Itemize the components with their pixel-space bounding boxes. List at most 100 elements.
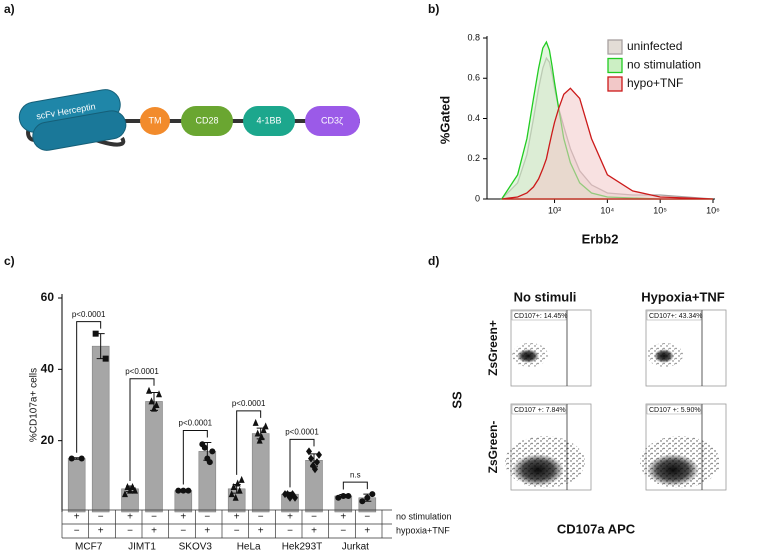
row-header: ZsGreen+ <box>486 320 500 376</box>
y-axis-label: SS <box>449 391 464 409</box>
data-point <box>146 386 152 394</box>
data-point <box>151 404 157 412</box>
histogram-area <box>501 87 714 200</box>
y-tick-label: 0.8 <box>467 32 480 42</box>
condition-mark: − <box>180 526 186 537</box>
legend-label: no stimulation <box>627 58 701 72</box>
condition-mark: − <box>311 512 317 523</box>
group-label: MCF7 <box>75 542 103 551</box>
condition-mark: + <box>234 512 240 523</box>
data-point <box>209 448 216 455</box>
data-point <box>260 425 267 433</box>
data-point <box>206 459 213 466</box>
y-tick-label: 0.2 <box>467 153 480 163</box>
data-point <box>314 458 320 467</box>
data-point <box>256 436 263 444</box>
panel-label: a) <box>4 2 15 16</box>
condition-mark: + <box>151 526 157 537</box>
data-point <box>234 479 241 487</box>
condition-mark: − <box>287 526 293 537</box>
y-tick-label: 60 <box>41 290 55 304</box>
group-label: Hek293T <box>282 542 323 551</box>
y-axis-label: %CD107a+ cells <box>29 368 40 442</box>
data-point <box>306 447 312 456</box>
row-header: ZsGreen- <box>486 421 500 474</box>
condition-mark: + <box>340 512 346 523</box>
tm-domain <box>140 107 170 135</box>
y-axis-label: %Gated <box>437 96 452 144</box>
condition-mark: + <box>127 512 133 523</box>
significance-label: p<0.0001 <box>72 310 106 319</box>
scfv-domain <box>18 89 127 151</box>
gate-label: CD107+: 14.45% <box>514 313 568 320</box>
legend-swatch <box>607 57 623 74</box>
data-point <box>124 483 131 491</box>
data-point <box>185 487 192 494</box>
cd28-domain <box>181 106 233 136</box>
significance-bracket <box>182 429 208 485</box>
domain-label: CD3ζ <box>321 115 343 125</box>
legend-label: hypo+TNF <box>627 76 683 90</box>
condition-label: no stimulation <box>396 511 452 521</box>
x-tick-label: 10⁴ <box>600 205 614 215</box>
bar <box>91 345 110 513</box>
data-point <box>175 487 182 494</box>
data-point <box>238 475 245 483</box>
data-point <box>258 433 265 441</box>
group-label: SKOV3 <box>179 542 213 551</box>
data-point <box>129 483 136 491</box>
data-point <box>132 486 138 494</box>
data-point <box>148 397 155 405</box>
condition-mark: − <box>258 512 264 523</box>
significance-label: p<0.0001 <box>285 427 319 436</box>
gate-label: CD107+: 43.34% <box>649 313 703 320</box>
condition-mark: + <box>98 526 104 537</box>
condition-mark: − <box>98 512 104 523</box>
41bb-domain <box>243 106 295 136</box>
condition-mark: + <box>364 526 370 537</box>
data-point <box>345 492 352 499</box>
condition-mark: − <box>151 512 157 523</box>
data-point <box>230 483 237 491</box>
condition-mark: + <box>180 512 186 523</box>
condition-label: hypoxia+TNF <box>396 525 450 535</box>
panel-label: c) <box>4 254 15 268</box>
domain-label: 4-1BB <box>256 115 281 125</box>
condition-mark: − <box>204 512 210 523</box>
data-point <box>364 494 371 501</box>
y-tick-label: 0 <box>475 193 480 203</box>
data-point <box>335 494 342 501</box>
bar <box>174 490 193 513</box>
data-point <box>127 486 133 494</box>
legend-label: uninfected <box>627 39 682 53</box>
condition-mark: + <box>74 512 80 523</box>
data-point <box>78 455 85 462</box>
bar <box>145 401 163 513</box>
data-point <box>262 422 269 430</box>
flow-plot: CD107+: 43.34% <box>645 309 727 387</box>
car-diagram: scFv Herceptin TM CD28 4-1BB CD3ζ <box>18 89 360 151</box>
y-tick-label: 0.6 <box>467 73 480 83</box>
x-tick-label: 10⁶ <box>706 205 720 215</box>
legend-swatch <box>607 76 623 92</box>
cd3z-domain <box>305 106 360 136</box>
condition-mark: − <box>74 526 80 537</box>
legend-swatch <box>607 39 623 55</box>
significance-bracket <box>289 438 315 488</box>
significance-bracket <box>342 481 368 490</box>
x-axis-label: Erbb2 <box>582 231 619 246</box>
bar <box>251 433 270 513</box>
condition-mark: − <box>234 526 240 537</box>
x-tick-label: 10⁵ <box>653 205 667 215</box>
data-point <box>102 355 109 362</box>
y-tick-label: 0.4 <box>467 113 480 123</box>
group-label: Jurkat <box>342 542 369 551</box>
bar <box>67 458 86 513</box>
significance-bracket <box>76 321 102 453</box>
panel-label: d) <box>428 254 439 268</box>
data-point <box>156 390 162 398</box>
significance-label: p<0.0001 <box>232 399 266 408</box>
data-point <box>292 493 298 502</box>
condition-mark: − <box>364 512 370 523</box>
